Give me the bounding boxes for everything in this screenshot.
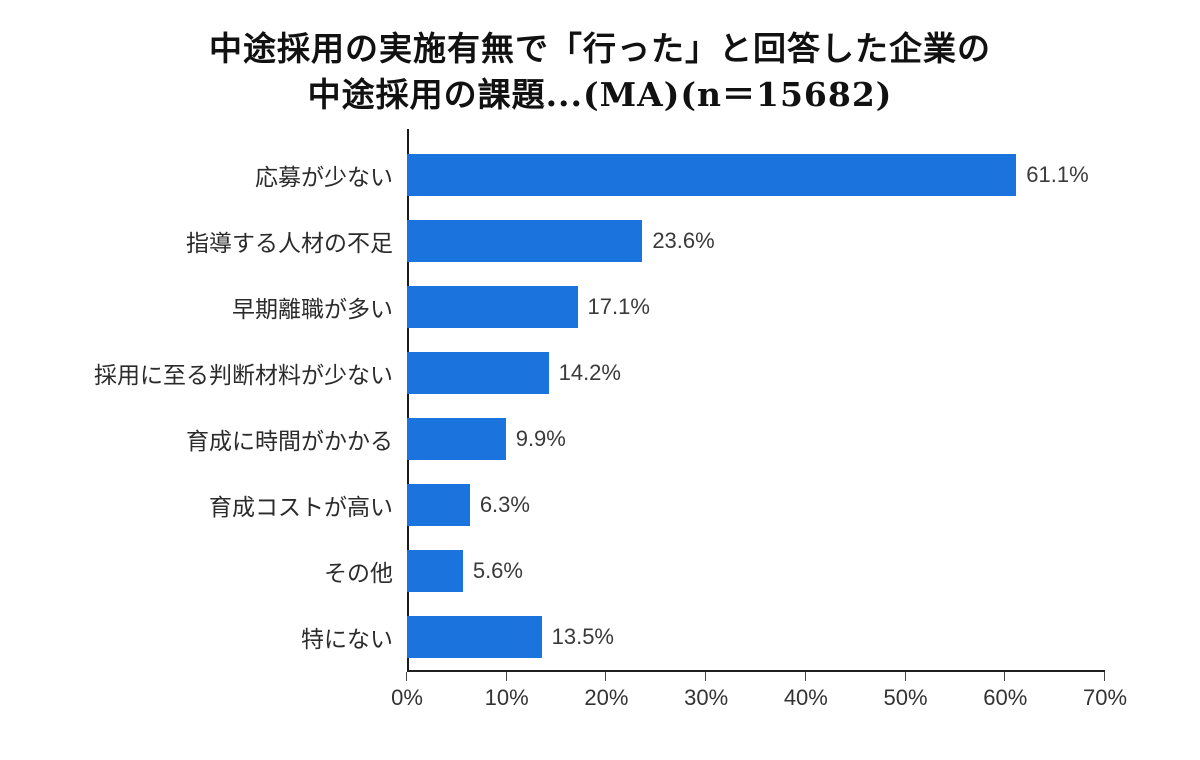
chart-rows: 応募が少ない 61.1% 指導する人材の不足 23.6% 早期離職が多い 17.1% 採用に… [65, 142, 1105, 670]
tick-label: 50% [883, 685, 928, 711]
bar-track: 23.6% [407, 220, 1105, 263]
bar [407, 418, 506, 461]
tick-label: 20% [584, 685, 629, 711]
bar-row: 育成に時間がかかる 9.9% [65, 406, 1105, 472]
tick-label: 40% [783, 685, 828, 711]
bar-track: 5.6% [407, 550, 1105, 593]
chart-title-line-1: 中途採用の実施有無で「行った」と回答した企業の [209, 29, 991, 68]
bar-track: 17.1% [407, 286, 1105, 329]
y-axis-line [407, 129, 409, 671]
tick-mark [1104, 672, 1105, 682]
tick-label: 60% [983, 685, 1028, 711]
category-label: 育成に時間がかかる [186, 428, 393, 455]
category-label: 採用に至る判断材料が少ない [94, 362, 393, 389]
tick-label: 70% [1082, 685, 1128, 711]
tick-label: 10% [484, 685, 529, 711]
value-label: 61.1% [1026, 162, 1089, 188]
tick-mark [505, 672, 507, 682]
value-label: 14.2% [558, 360, 621, 386]
bar [407, 286, 578, 329]
category-label: 指導する人材の不足 [186, 230, 393, 257]
chart-title-line-2: 中途採用の課題...(MA)(n＝15682) [307, 74, 893, 114]
category-label: 特にない [301, 626, 393, 653]
bar-row: 採用に至る判断材料が少ない 14.2% [65, 340, 1105, 406]
x-axis: 0% 10% 20% 30% 40% 50% 60% 70% [391, 670, 1127, 718]
tick-mark [904, 672, 906, 682]
bar [407, 484, 470, 527]
bar-track: 6.3% [407, 484, 1105, 527]
tick-mark [804, 672, 806, 682]
bar-track: 9.9% [407, 418, 1105, 461]
bar [407, 154, 1017, 197]
value-label: 17.1% [587, 294, 650, 320]
bar-row: 指導する人材の不足 23.6% [65, 208, 1105, 274]
tick-mark [406, 672, 407, 682]
category-label: その他 [324, 560, 393, 587]
value-label: 9.9% [515, 426, 566, 452]
bar-row: 早期離職が多い 17.1% [65, 274, 1105, 340]
value-label: 23.6% [652, 228, 715, 254]
category-label: 早期離職が多い [232, 296, 393, 323]
value-label: 6.3% [479, 492, 530, 518]
bar [407, 550, 463, 593]
tick-mark [1004, 672, 1006, 682]
bar-row: 特にない 13.5% [65, 604, 1105, 670]
value-label: 5.6% [472, 558, 523, 584]
bar-track: 61.1% [407, 154, 1105, 197]
tick-label: 0% [391, 685, 423, 711]
bar-row: 育成コストが高い 6.3% [65, 472, 1105, 538]
bar [407, 220, 643, 263]
bar [407, 616, 542, 659]
bar-row: 応募が少ない 61.1% [65, 142, 1105, 208]
plot-area: 応募が少ない 61.1% 指導する人材の不足 23.6% 早期離職が多い 17.1% 採用に… [65, 129, 1105, 671]
bar-row: その他 5.6% [65, 538, 1105, 604]
tick-label: 30% [684, 685, 729, 711]
category-label: 育成コストが高い [209, 494, 393, 521]
value-label: 13.5% [551, 624, 614, 650]
chart-title: 中途採用の実施有無で「行った」と回答した企業の 中途採用の課題...(MA)(n… [0, 0, 1200, 117]
bar-track: 13.5% [407, 616, 1105, 659]
bar [407, 352, 549, 395]
bar-chart: 応募が少ない 61.1% 指導する人材の不足 23.6% 早期離職が多い 17.1% 採用に… [0, 129, 1200, 718]
tick-mark [705, 672, 707, 682]
tick-mark [605, 672, 607, 682]
category-label: 応募が少ない [255, 164, 393, 191]
bar-track: 14.2% [407, 352, 1105, 395]
